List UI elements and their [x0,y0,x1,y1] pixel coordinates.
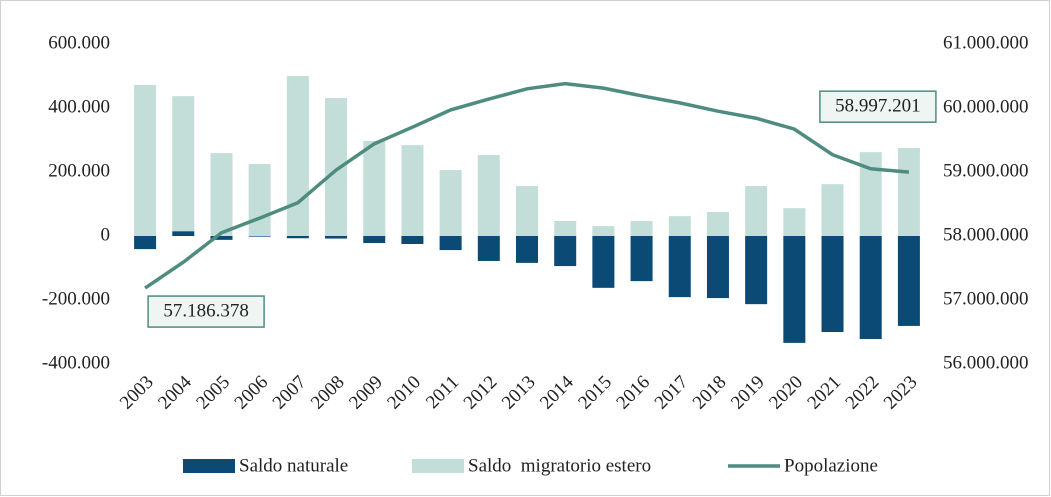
annotation-box [819,90,937,123]
bar [897,148,920,236]
data-label: 57.186.378 [163,300,249,321]
bar [668,216,691,236]
bar [363,236,386,244]
legend-label: Saldo migratorio estero [468,455,651,476]
bar [477,155,500,236]
bar [516,186,538,236]
bar [401,236,424,244]
y-tick-label: 0 [101,224,111,245]
bar [439,170,462,236]
bar [210,236,233,240]
bar [401,145,424,236]
bar [821,184,844,236]
bar [325,98,348,236]
bar [592,226,615,236]
y2-tick-label: 59.000.000 [943,160,1029,181]
bar [286,236,309,239]
bar [706,212,729,236]
bar [668,236,691,298]
bar [706,236,729,299]
y2-tick-label: 57.000.000 [943,288,1029,309]
annotation-box [147,295,265,328]
bar [745,236,768,305]
bar [592,236,615,288]
bar [745,186,768,236]
bar [859,236,882,340]
legend-swatch [183,459,235,473]
bar [210,153,233,236]
bar [554,220,577,236]
legend-swatch [412,459,464,473]
y-tick-label: 400.000 [48,96,110,117]
bar [134,236,157,250]
y-tick-label: 200.000 [48,160,110,181]
y2-tick-label: 60.000.000 [943,96,1029,117]
bar [248,236,271,237]
bar [630,236,653,282]
bar [172,231,195,236]
bar [325,236,348,239]
y2-tick-label: 61.000.000 [943,32,1029,53]
bar [248,164,271,236]
bar [477,236,500,261]
bar [172,96,195,232]
bar [554,236,577,267]
bar [134,84,157,237]
y-tick-label: 600.000 [48,32,110,53]
data-label: 58.997.201 [835,96,921,117]
bar [439,236,462,251]
legend-label: Popolazione [784,455,878,476]
bar [783,208,806,236]
legend-label: Saldo naturale [239,455,348,476]
bar [783,236,806,343]
bar [630,220,653,236]
y-tick-label: -200.000 [42,288,110,309]
y2-tick-label: 58.000.000 [943,224,1029,245]
bar [897,236,920,326]
bar [286,76,309,236]
y2-tick-label: 56.000.000 [943,352,1029,373]
bar [859,152,882,236]
y-tick-label: -400.000 [42,352,110,373]
line [144,81,910,290]
bar [821,236,844,332]
bar [516,236,538,263]
bar [363,140,386,236]
